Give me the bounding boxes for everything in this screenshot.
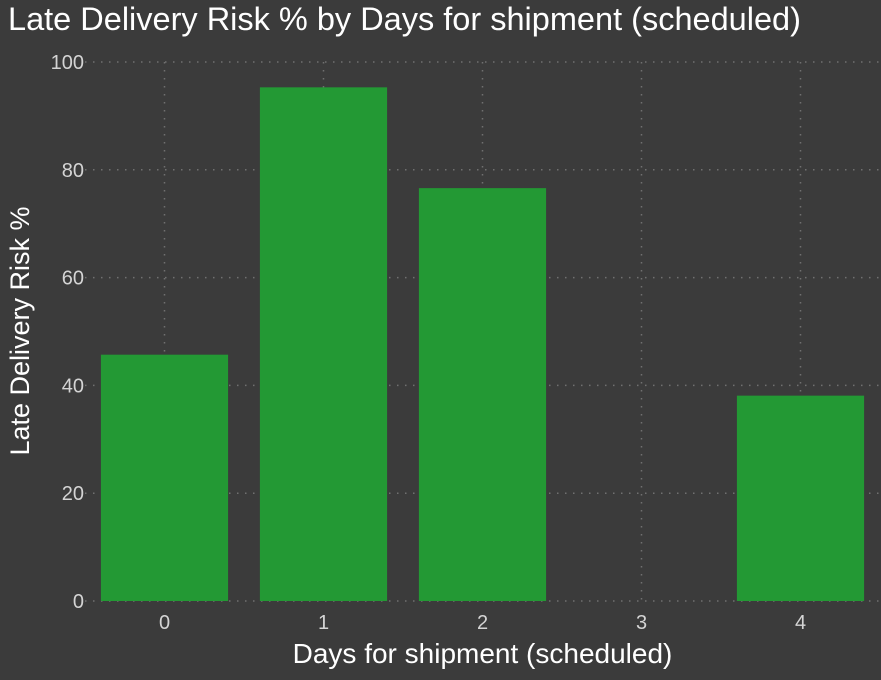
y-tick-label: 40 (62, 375, 84, 397)
y-tick-labels: 0 20 40 60 80 100 (51, 52, 84, 613)
x-tick-label: 1 (318, 612, 329, 634)
x-tick-labels: 0 1 2 3 4 (159, 612, 806, 634)
x-tick-label: 3 (636, 612, 647, 634)
y-tick-label: 100 (51, 52, 84, 74)
bar-1 (259, 87, 388, 601)
x-tick-label: 0 (159, 612, 170, 634)
bar-4 (736, 395, 865, 601)
x-tick-label: 4 (795, 612, 806, 634)
bar-0 (100, 354, 229, 601)
chart-title: Late Delivery Risk % by Days for shipmen… (8, 1, 801, 37)
y-tick-label: 0 (73, 591, 84, 613)
y-tick-label: 80 (62, 160, 84, 182)
x-axis-title: Days for shipment (scheduled) (293, 638, 673, 669)
y-axis-title: Late Delivery Risk % (5, 206, 35, 455)
x-tick-label: 2 (477, 612, 488, 634)
y-tick-label: 20 (62, 483, 84, 505)
bar-2 (418, 188, 547, 601)
bars (100, 87, 865, 601)
y-tick-label: 60 (62, 268, 84, 290)
